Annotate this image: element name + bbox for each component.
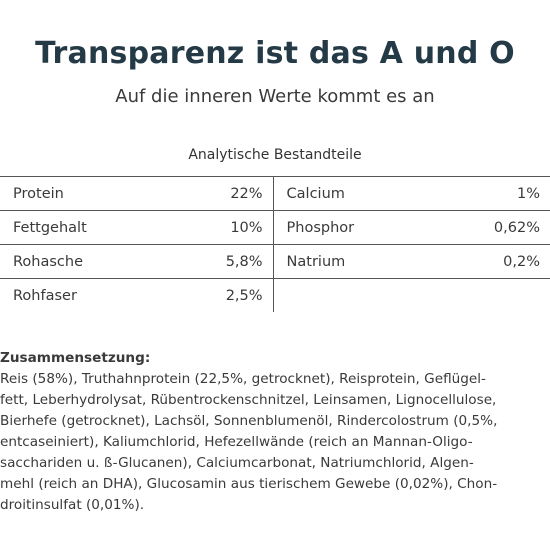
composition-line: entcaseiniert), Kaliumchlorid, Hefezellw…: [0, 434, 473, 450]
table-row: Rohasche 5,8% Natrium 0,2%: [0, 244, 550, 279]
analysis-table: Protein 22% Calcium 1% Fettgehalt 10% Ph…: [0, 176, 550, 312]
nutrient-label: Phosphor: [272, 210, 466, 245]
composition-line: mehl (reich an DHA), Glucosamin aus tier…: [0, 476, 498, 492]
nutrient-value: 10%: [192, 210, 274, 245]
composition-line: sacchariden u. ß-Glucanen), Calciumcarbo…: [0, 455, 474, 471]
nutrient-label: Fettgehalt: [0, 210, 193, 245]
nutrient-value: 5,8%: [192, 244, 274, 279]
nutrient-label: Rohfaser: [13, 287, 77, 304]
empty-cell: [466, 279, 550, 313]
nutrient-value: 22%: [192, 176, 274, 211]
empty-cell: [272, 278, 466, 312]
page-subtitle: Auf die inneren Werte kommt es an: [115, 86, 435, 107]
nutrient-label: Protein: [0, 176, 193, 211]
nutrient-label: Calcium: [272, 176, 466, 211]
table-row: Rohfaser 2,5%: [0, 278, 550, 313]
table-row: Protein 22% Calcium 1%: [0, 176, 550, 211]
nutrient-value: 0,62%: [465, 210, 550, 245]
table-row: Fettgehalt 10% Phosphor 0,62%: [0, 210, 550, 245]
nutrient-value: 0,2%: [465, 244, 550, 279]
composition-line: Bierhefe (getrocknet), Lachsöl, Sonnenbl…: [0, 413, 498, 429]
composition-heading: Zusammensetzung:: [0, 350, 151, 366]
page-title: Transparenz ist das A und O: [35, 36, 515, 71]
composition-section: Zusammensetzung: Reis (58%), Truthahnpro…: [0, 348, 548, 516]
composition-line: droitinsulfat (0,01%).: [0, 497, 145, 513]
nutrient-label: Natrium: [272, 244, 466, 279]
nutrient-value: 1%: [465, 176, 550, 211]
composition-line: fett, Leberhydrolysat, Rübentrockenschni…: [0, 392, 497, 408]
nutrient-value: 2,5%: [225, 287, 263, 304]
composition-line: Reis (58%), Truthahnprotein (22,5%, getr…: [0, 371, 486, 387]
nutrient-label: Rohasche: [0, 244, 193, 279]
analysis-heading: Analytische Bestandteile: [188, 147, 362, 163]
